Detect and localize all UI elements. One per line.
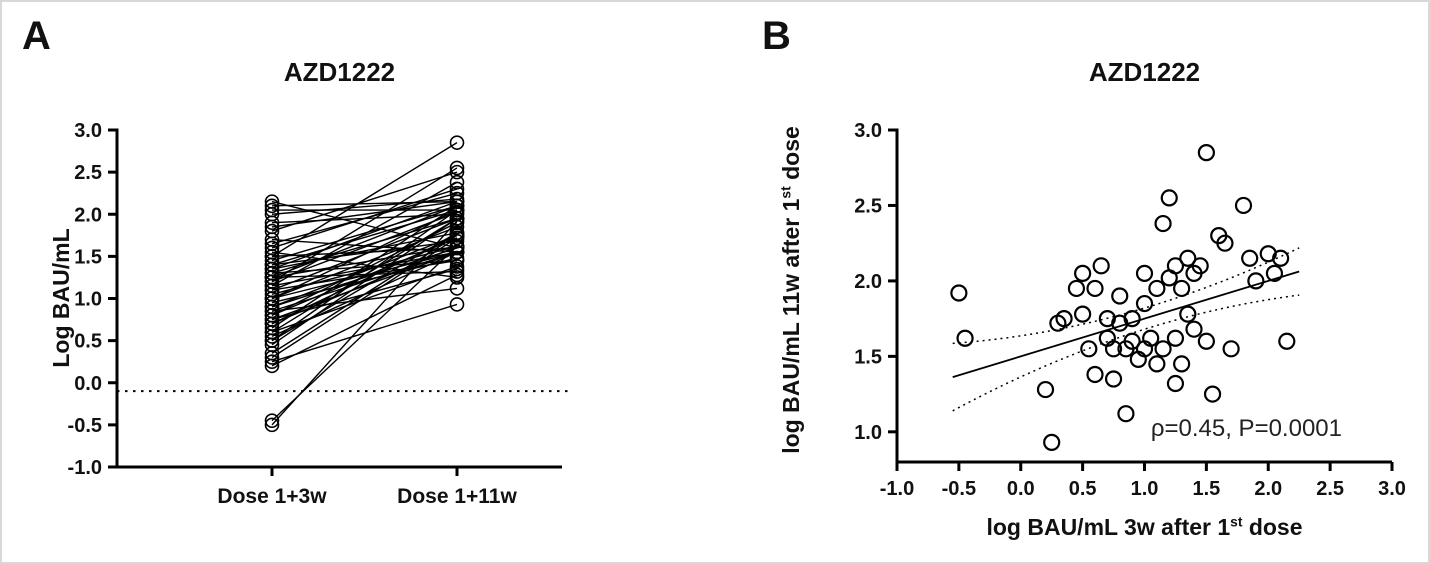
panel-b-letter: B	[762, 14, 791, 58]
svg-text:2.5: 2.5	[74, 162, 102, 184]
panel-a: A AZD1222 Log BAU/mL 3.0 2.5 2.0 1.5 1.0 0.5 0…	[2, 2, 702, 562]
svg-text:2.0: 2.0	[1254, 478, 1282, 500]
svg-text:-0.5: -0.5	[942, 478, 976, 500]
svg-text:2.5: 2.5	[854, 195, 882, 217]
svg-text:-0.5: -0.5	[68, 415, 102, 437]
svg-text:Dose 1+3w: Dose 1+3w	[217, 485, 327, 508]
panel-b-y-axis-label-post: dose	[778, 126, 804, 187]
svg-text:1.5: 1.5	[1192, 478, 1220, 500]
panel-a-letter: A	[22, 14, 51, 58]
svg-text:0.0: 0.0	[1007, 478, 1035, 500]
svg-text:0.5: 0.5	[74, 331, 102, 353]
panel-b-x-axis-label-sup: st	[1230, 514, 1243, 530]
svg-text:-1.0: -1.0	[68, 457, 102, 479]
svg-text:1.0: 1.0	[854, 422, 882, 444]
svg-text:3.0: 3.0	[74, 120, 102, 142]
svg-text:3.0: 3.0	[854, 120, 882, 142]
panel-b-x-axis-label-post: dose	[1242, 514, 1303, 540]
svg-text:0.5: 0.5	[1069, 478, 1097, 500]
svg-text:1.5: 1.5	[74, 246, 102, 268]
svg-text:1.0: 1.0	[74, 289, 102, 311]
panel-b-y-axis-label-text: log BAU/mL 11w after 1	[778, 198, 804, 454]
panel-b-y-axis-label-sup: st	[778, 186, 794, 199]
panel-b-y-axis-label: log BAU/mL 11w after 1st dose	[778, 90, 806, 490]
svg-text:3.0: 3.0	[1378, 478, 1406, 500]
svg-text:2.0: 2.0	[74, 204, 102, 226]
panel-b-title: AZD1222	[1088, 57, 1201, 87]
svg-text:1.0: 1.0	[1131, 478, 1159, 500]
svg-text:2.0: 2.0	[854, 271, 882, 293]
panel-a-title: AZD1222	[283, 57, 396, 87]
svg-text:0.0: 0.0	[74, 373, 102, 395]
panel-a-plot: 3.0 2.5 2.0 1.5 1.0 0.5 0.0 -0.5 -1.0 Dose 1+3w Do…	[68, 120, 570, 508]
svg-text:2.5: 2.5	[1316, 478, 1344, 500]
svg-text:1.5: 1.5	[854, 346, 882, 368]
svg-text:Dose 1+11w: Dose 1+11w	[397, 485, 517, 508]
correlation-annotation: ρ=0.45, P=0.0001	[1150, 415, 1342, 442]
panel-b: B AZD1222 log BAU/mL 11w after 1st dose …	[702, 2, 1428, 562]
panel-b-x-axis-label: log BAU/mL 3w after 1st dose	[897, 514, 1392, 541]
svg-text:-1.0: -1.0	[880, 478, 914, 500]
panel-b-plot: -1.0 -0.5 0.0 0.5 1.0 1.5 2.0 2.5 3.0 1.0 1.5 2.0 2.…	[854, 120, 1406, 500]
panel-b-x-axis-label-text: log BAU/mL 3w after 1	[986, 514, 1231, 540]
